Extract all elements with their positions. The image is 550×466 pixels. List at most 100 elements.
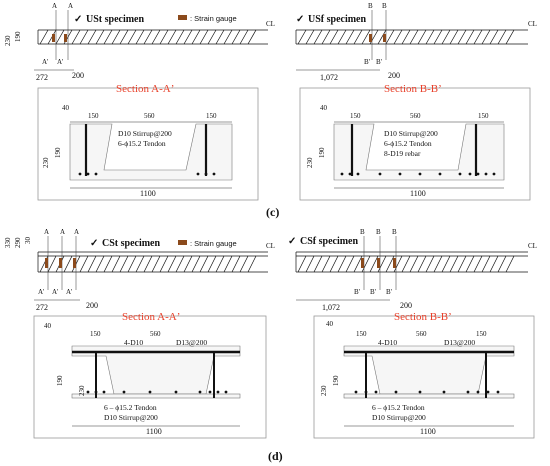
- truss-diagonal: [433, 255, 443, 273]
- strain-gauge-icon: [64, 34, 67, 42]
- strain-gauge-icon: [361, 258, 364, 268]
- dim-272: 272: [36, 73, 48, 82]
- cut-label-a1: A: [52, 2, 57, 10]
- cut-label-a-prime: A': [66, 288, 72, 296]
- sec-dim-190: 190: [56, 375, 64, 386]
- rebar-dot: [216, 390, 220, 394]
- truss-diagonal: [449, 255, 459, 273]
- truss-diagonal: [127, 29, 137, 45]
- strain-gauge-icon: [45, 258, 48, 268]
- cut-label-b-prime: B': [370, 288, 376, 296]
- strain-gauge-icon: [369, 34, 372, 42]
- truss-diagonal: [103, 29, 113, 45]
- rebar-dot: [394, 390, 398, 394]
- sec-width: 1100: [420, 427, 436, 436]
- truss-diagonal: [457, 29, 467, 45]
- truss-diagonal: [385, 29, 395, 45]
- truss-diagonal: [231, 29, 241, 45]
- check-icon: ✓: [288, 236, 296, 247]
- rebar-dot: [486, 390, 490, 394]
- section-title: Section A-Aʼ: [122, 311, 180, 323]
- rebar-4d10-label: 4-D10: [378, 338, 397, 347]
- rebar-dot: [196, 172, 200, 176]
- truss-diagonal: [111, 29, 121, 45]
- truss-diagonal: [457, 255, 467, 273]
- dim-200: 200: [86, 301, 98, 310]
- rebar-dot: [492, 172, 496, 176]
- truss-diagonal: [481, 29, 491, 45]
- tendon-label: 6 – ϕ15.2 Tendon: [104, 403, 157, 412]
- sec-dim-230: 230: [306, 157, 314, 168]
- rebar-dot: [378, 172, 382, 176]
- dim-200: 200: [388, 71, 400, 80]
- cut-label-b-prime: B': [386, 288, 392, 296]
- truss-diagonal: [183, 255, 193, 273]
- truss-diagonal: [215, 29, 225, 45]
- caption-c: (c): [266, 205, 279, 219]
- rebar-dot: [348, 172, 352, 176]
- truss-diagonal: [345, 255, 355, 273]
- truss-diagonal: [329, 255, 339, 273]
- truss-diagonal: [79, 255, 89, 273]
- truss-diagonal: [297, 255, 307, 273]
- truss-diagonal: [497, 255, 507, 273]
- rebar-dot: [476, 172, 480, 176]
- truss-diagonal: [305, 29, 315, 45]
- rebar-label: 8-D19 rebar: [384, 149, 421, 158]
- rebar-dot: [148, 390, 152, 394]
- rebar-dot: [418, 390, 422, 394]
- truss-diagonal: [127, 255, 137, 273]
- section-title: Section B-Bʼ: [384, 83, 442, 95]
- truss-diagonal: [425, 255, 435, 273]
- centerline-label: CL: [528, 20, 537, 28]
- truss-diagonal: [199, 29, 209, 45]
- cut-label-b1: B: [360, 228, 365, 236]
- rebar-dot: [86, 390, 90, 394]
- truss-diagonal: [377, 29, 387, 45]
- rebar-dot: [224, 390, 228, 394]
- section-b-csf: Section B-Bʼ 40 150 560 150 230 190 4-D1…: [313, 311, 535, 439]
- truss-diagonal: [313, 29, 323, 45]
- cut-label-a-prime: A': [57, 58, 63, 66]
- rebar-dot: [78, 172, 82, 176]
- truss-diagonal: [143, 29, 153, 45]
- rebar-dot: [438, 172, 442, 176]
- strain-gauge-icon: [73, 258, 76, 268]
- cut-label-a2: A: [60, 228, 65, 236]
- truss-diagonal: [489, 29, 499, 45]
- truss-diagonal: [159, 29, 169, 45]
- tendon-dots: [86, 390, 228, 394]
- truss-diagonal: [433, 29, 443, 45]
- truss-diagonal: [401, 29, 411, 45]
- cut-label-b2: B: [382, 2, 387, 10]
- sec-dim: 150: [88, 112, 99, 120]
- sec-dim: 150: [206, 112, 217, 120]
- strain-gauge-legend-icon: [178, 240, 187, 245]
- rebar-dot: [94, 390, 98, 394]
- truss-diagonal: [393, 29, 403, 45]
- cross-section-outline: [343, 345, 515, 395]
- truss-diagonal: [313, 255, 323, 273]
- truss-diagonal: [175, 255, 185, 273]
- strain-gauge-legend: : Strain gauge: [190, 14, 237, 23]
- tendon-dots: [354, 390, 500, 394]
- sec-dim: 150: [356, 330, 367, 338]
- truss-diagonal: [71, 29, 81, 45]
- rebar-dot: [496, 390, 500, 394]
- rebar-4d10-label: 4-D10: [124, 338, 143, 347]
- rebar-dot: [102, 390, 106, 394]
- truss-diagonal: [505, 255, 515, 273]
- truss-diagonal: [39, 29, 49, 45]
- dim-30: 30: [24, 237, 32, 245]
- rebar-dot: [356, 172, 360, 176]
- truss-diagonal: [473, 255, 483, 273]
- truss-lines: [39, 255, 257, 273]
- truss-diagonal: [425, 29, 435, 45]
- rebar-dot: [484, 172, 488, 176]
- sec-dim: 560: [410, 112, 421, 120]
- truss-diagonal: [377, 255, 387, 273]
- truss-diagonal: [199, 255, 209, 273]
- truss-diagonal: [159, 255, 169, 273]
- truss-diagonal: [87, 29, 97, 45]
